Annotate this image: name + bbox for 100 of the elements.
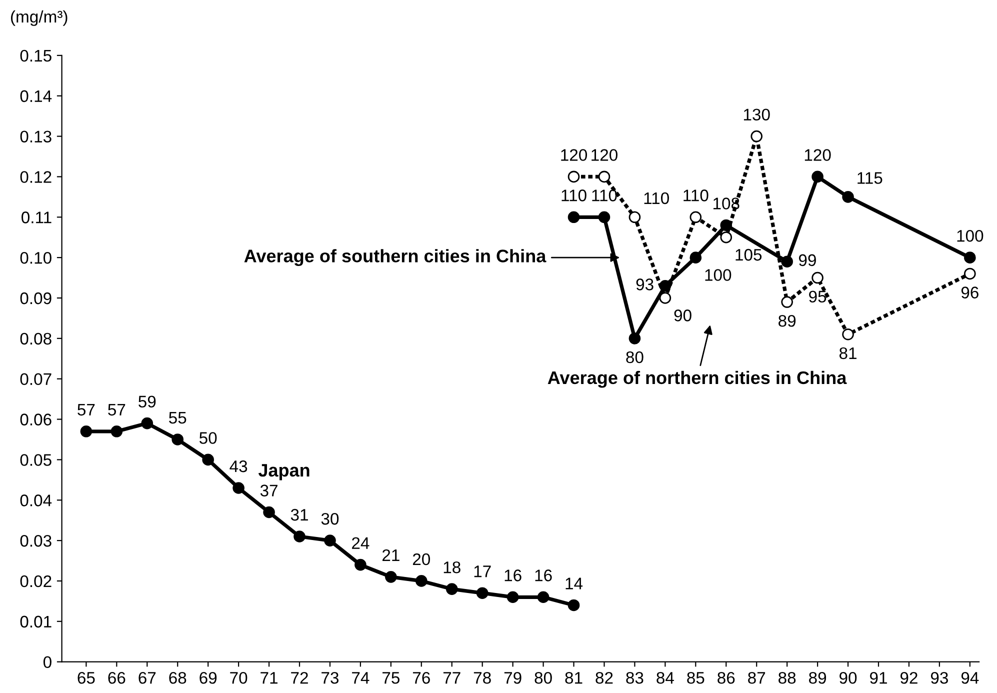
point <box>842 191 854 203</box>
annotation: 89 <box>778 314 796 327</box>
point <box>568 211 580 224</box>
annotation: 120 <box>592 149 618 161</box>
x-tick-label: 86 <box>718 672 735 684</box>
point <box>720 231 732 244</box>
y-tick-label: 0.14 <box>20 90 52 102</box>
point <box>141 417 154 430</box>
y-tick-label: 0.10 <box>20 252 52 264</box>
annotation: 21 <box>382 549 400 561</box>
x-tick-label: 89 <box>809 672 826 684</box>
point <box>446 583 458 595</box>
x-tick-label: 92 <box>900 672 918 684</box>
annotation: 30 <box>321 512 339 525</box>
annotation: 95 <box>809 290 826 303</box>
point <box>110 425 123 438</box>
y-tick-label: 0.02 <box>20 575 52 588</box>
y-axis-title: (mg/m³) <box>11 10 68 26</box>
point <box>506 591 519 604</box>
point <box>690 211 702 224</box>
x-tick-label: 75 <box>382 672 400 684</box>
x-tick-label: 77 <box>443 672 460 684</box>
annotation: 57 <box>78 404 95 416</box>
annotation: 17 <box>474 566 491 578</box>
annotation: 59 <box>138 396 156 408</box>
annotation: 110 <box>684 190 708 202</box>
annotation: 99 <box>798 254 816 266</box>
x-tick-label: 94 <box>961 672 979 684</box>
y-tick-label: 0.08 <box>20 332 52 345</box>
x-tick-label: 93 <box>930 672 948 684</box>
x-tick-label: 74 <box>352 672 370 684</box>
point <box>842 328 854 340</box>
point <box>812 170 824 183</box>
annotation: Average of northern cities in China <box>548 370 847 388</box>
point <box>598 211 610 224</box>
x-tick-label: 85 <box>687 672 704 684</box>
point <box>964 268 976 280</box>
annotation: 31 <box>290 508 308 521</box>
annotation: 16 <box>504 570 522 582</box>
x-tick-label: 68 <box>169 672 186 684</box>
x-tick-label: 67 <box>138 672 156 684</box>
point <box>172 434 184 446</box>
x-tick-label: 88 <box>778 672 796 684</box>
point <box>781 296 793 308</box>
y-tick-label: 0.07 <box>20 373 52 386</box>
y-tick-label: 0.15 <box>20 50 52 62</box>
y-tick-label: 0.04 <box>20 494 52 506</box>
point <box>781 256 793 268</box>
annotation: 24 <box>352 537 370 549</box>
annotation: 20 <box>412 553 430 566</box>
x-tick-label: 83 <box>626 672 644 684</box>
annotation: 130 <box>744 108 770 120</box>
y-tick-label: 0.09 <box>20 292 52 304</box>
y-tick-label: 0.12 <box>20 171 52 183</box>
x-tick-label: 87 <box>748 672 766 684</box>
annotation: 93 <box>636 278 654 290</box>
annotation: 80 <box>626 351 644 364</box>
y-tick-label: 0 <box>43 656 52 668</box>
y-tick-label: 0.06 <box>20 414 52 426</box>
annotation: 90 <box>674 310 692 322</box>
x-tick-label: 76 <box>412 672 430 684</box>
point <box>385 571 397 583</box>
point <box>80 425 92 438</box>
x-tick-label: 84 <box>656 672 674 684</box>
point <box>354 558 366 571</box>
point <box>659 292 672 304</box>
x-tick-label: 78 <box>474 672 491 684</box>
point <box>232 482 244 494</box>
annotation: 43 <box>230 460 248 472</box>
x-tick-label: 73 <box>322 672 339 684</box>
point <box>476 587 488 599</box>
x-tick-label: 65 <box>78 672 95 684</box>
point <box>628 332 641 344</box>
x-tick-label: 71 <box>260 672 278 684</box>
annotation: 50 <box>199 432 217 444</box>
point <box>294 530 306 542</box>
point <box>537 591 550 604</box>
point <box>628 211 641 224</box>
point <box>415 575 428 587</box>
annotation: 100 <box>957 230 984 242</box>
annotation: 120 <box>804 149 831 161</box>
annotation: 14 <box>566 578 583 590</box>
annotation: 16 <box>535 570 552 582</box>
annotation: 96 <box>961 286 978 298</box>
x-tick-label: 66 <box>108 672 126 684</box>
x-tick-label: 81 <box>565 672 582 684</box>
point <box>568 599 580 612</box>
point <box>598 170 610 183</box>
annotation: Average of southern cities in China <box>244 249 546 266</box>
point <box>812 272 824 284</box>
point <box>750 130 763 142</box>
x-tick-label: 79 <box>504 672 522 684</box>
y-tick-label: 0.05 <box>20 454 52 466</box>
y-tick-label: 0.11 <box>22 212 52 224</box>
annotation: 18 <box>444 561 460 574</box>
point <box>964 252 976 264</box>
x-tick-label: 70 <box>230 672 248 684</box>
annotation: 105 <box>736 248 762 261</box>
x-tick-label: 72 <box>291 672 308 684</box>
point <box>568 170 580 183</box>
